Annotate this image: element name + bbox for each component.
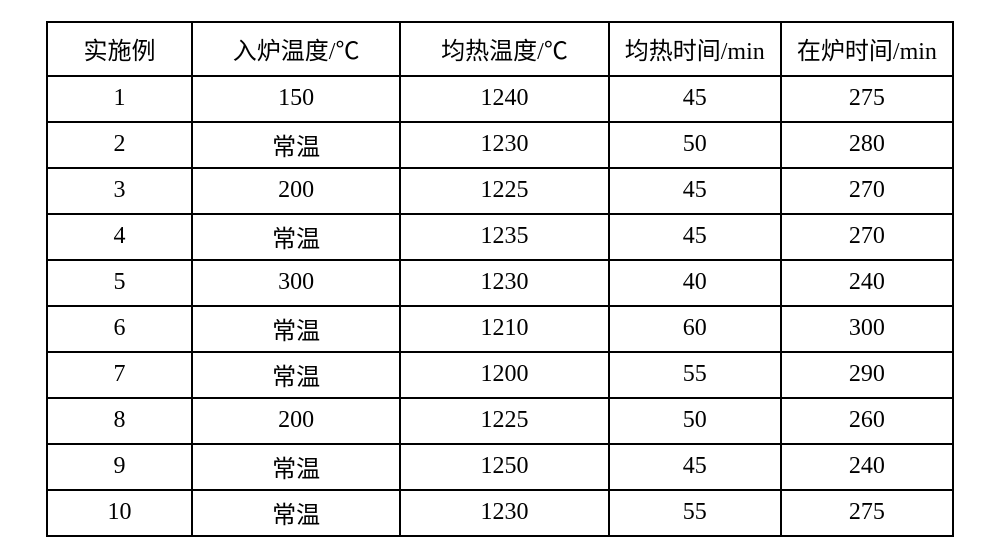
cell-soak-time: 45 bbox=[609, 214, 781, 260]
header-example: 实施例 bbox=[47, 22, 192, 76]
cell-example: 4 bbox=[47, 214, 192, 260]
cell-charge-temp: 200 bbox=[192, 398, 400, 444]
table-row: 5 300 1230 40 240 bbox=[47, 260, 953, 306]
cell-charge-temp: 常温 bbox=[192, 122, 400, 168]
cell-charge-temp: 300 bbox=[192, 260, 400, 306]
header-soak-temp: 均热温度/℃ bbox=[400, 22, 608, 76]
cell-soak-temp: 1225 bbox=[400, 398, 608, 444]
cell-charge-temp: 常温 bbox=[192, 306, 400, 352]
cell-furnace-time: 260 bbox=[781, 398, 953, 444]
table-row: 9 常温 1250 45 240 bbox=[47, 444, 953, 490]
header-furnace-time: 在炉时间/min bbox=[781, 22, 953, 76]
cell-example: 2 bbox=[47, 122, 192, 168]
cell-example: 6 bbox=[47, 306, 192, 352]
cell-soak-temp: 1230 bbox=[400, 490, 608, 536]
cell-furnace-time: 275 bbox=[781, 76, 953, 122]
table-row: 1 150 1240 45 275 bbox=[47, 76, 953, 122]
cell-charge-temp: 150 bbox=[192, 76, 400, 122]
table-row: 3 200 1225 45 270 bbox=[47, 168, 953, 214]
furnace-parameters-table: 实施例 入炉温度/℃ 均热温度/℃ 均热时间/min 在炉时间/min 1 15… bbox=[46, 21, 954, 537]
cell-furnace-time: 270 bbox=[781, 214, 953, 260]
cell-example: 1 bbox=[47, 76, 192, 122]
cell-example: 10 bbox=[47, 490, 192, 536]
cell-soak-time: 55 bbox=[609, 352, 781, 398]
cell-soak-time: 45 bbox=[609, 444, 781, 490]
header-row: 实施例 入炉温度/℃ 均热温度/℃ 均热时间/min 在炉时间/min bbox=[47, 22, 953, 76]
table-body: 1 150 1240 45 275 2 常温 1230 50 280 3 200… bbox=[47, 76, 953, 536]
cell-furnace-time: 270 bbox=[781, 168, 953, 214]
cell-example: 9 bbox=[47, 444, 192, 490]
cell-soak-temp: 1210 bbox=[400, 306, 608, 352]
cell-soak-temp: 1230 bbox=[400, 260, 608, 306]
cell-furnace-time: 280 bbox=[781, 122, 953, 168]
cell-soak-temp: 1225 bbox=[400, 168, 608, 214]
header-charge-temp: 入炉温度/℃ bbox=[192, 22, 400, 76]
cell-furnace-time: 240 bbox=[781, 260, 953, 306]
cell-furnace-time: 290 bbox=[781, 352, 953, 398]
cell-soak-time: 50 bbox=[609, 122, 781, 168]
cell-soak-time: 50 bbox=[609, 398, 781, 444]
cell-furnace-time: 275 bbox=[781, 490, 953, 536]
cell-example: 3 bbox=[47, 168, 192, 214]
cell-example: 7 bbox=[47, 352, 192, 398]
cell-soak-time: 45 bbox=[609, 76, 781, 122]
cell-example: 8 bbox=[47, 398, 192, 444]
cell-soak-time: 45 bbox=[609, 168, 781, 214]
cell-soak-temp: 1250 bbox=[400, 444, 608, 490]
cell-soak-temp: 1235 bbox=[400, 214, 608, 260]
cell-furnace-time: 300 bbox=[781, 306, 953, 352]
cell-charge-temp: 常温 bbox=[192, 214, 400, 260]
cell-charge-temp: 常温 bbox=[192, 490, 400, 536]
cell-charge-temp: 常温 bbox=[192, 444, 400, 490]
table-head: 实施例 入炉温度/℃ 均热温度/℃ 均热时间/min 在炉时间/min bbox=[47, 22, 953, 76]
cell-furnace-time: 240 bbox=[781, 444, 953, 490]
furnace-parameters-table-container: 实施例 入炉温度/℃ 均热温度/℃ 均热时间/min 在炉时间/min 1 15… bbox=[46, 21, 954, 537]
cell-soak-time: 55 bbox=[609, 490, 781, 536]
header-soak-time: 均热时间/min bbox=[609, 22, 781, 76]
cell-soak-time: 60 bbox=[609, 306, 781, 352]
table-row: 10 常温 1230 55 275 bbox=[47, 490, 953, 536]
table-row: 6 常温 1210 60 300 bbox=[47, 306, 953, 352]
cell-charge-temp: 常温 bbox=[192, 352, 400, 398]
cell-soak-temp: 1240 bbox=[400, 76, 608, 122]
table-row: 7 常温 1200 55 290 bbox=[47, 352, 953, 398]
cell-example: 5 bbox=[47, 260, 192, 306]
table-row: 8 200 1225 50 260 bbox=[47, 398, 953, 444]
cell-soak-temp: 1230 bbox=[400, 122, 608, 168]
table-row: 4 常温 1235 45 270 bbox=[47, 214, 953, 260]
table-row: 2 常温 1230 50 280 bbox=[47, 122, 953, 168]
cell-soak-time: 40 bbox=[609, 260, 781, 306]
cell-soak-temp: 1200 bbox=[400, 352, 608, 398]
cell-charge-temp: 200 bbox=[192, 168, 400, 214]
